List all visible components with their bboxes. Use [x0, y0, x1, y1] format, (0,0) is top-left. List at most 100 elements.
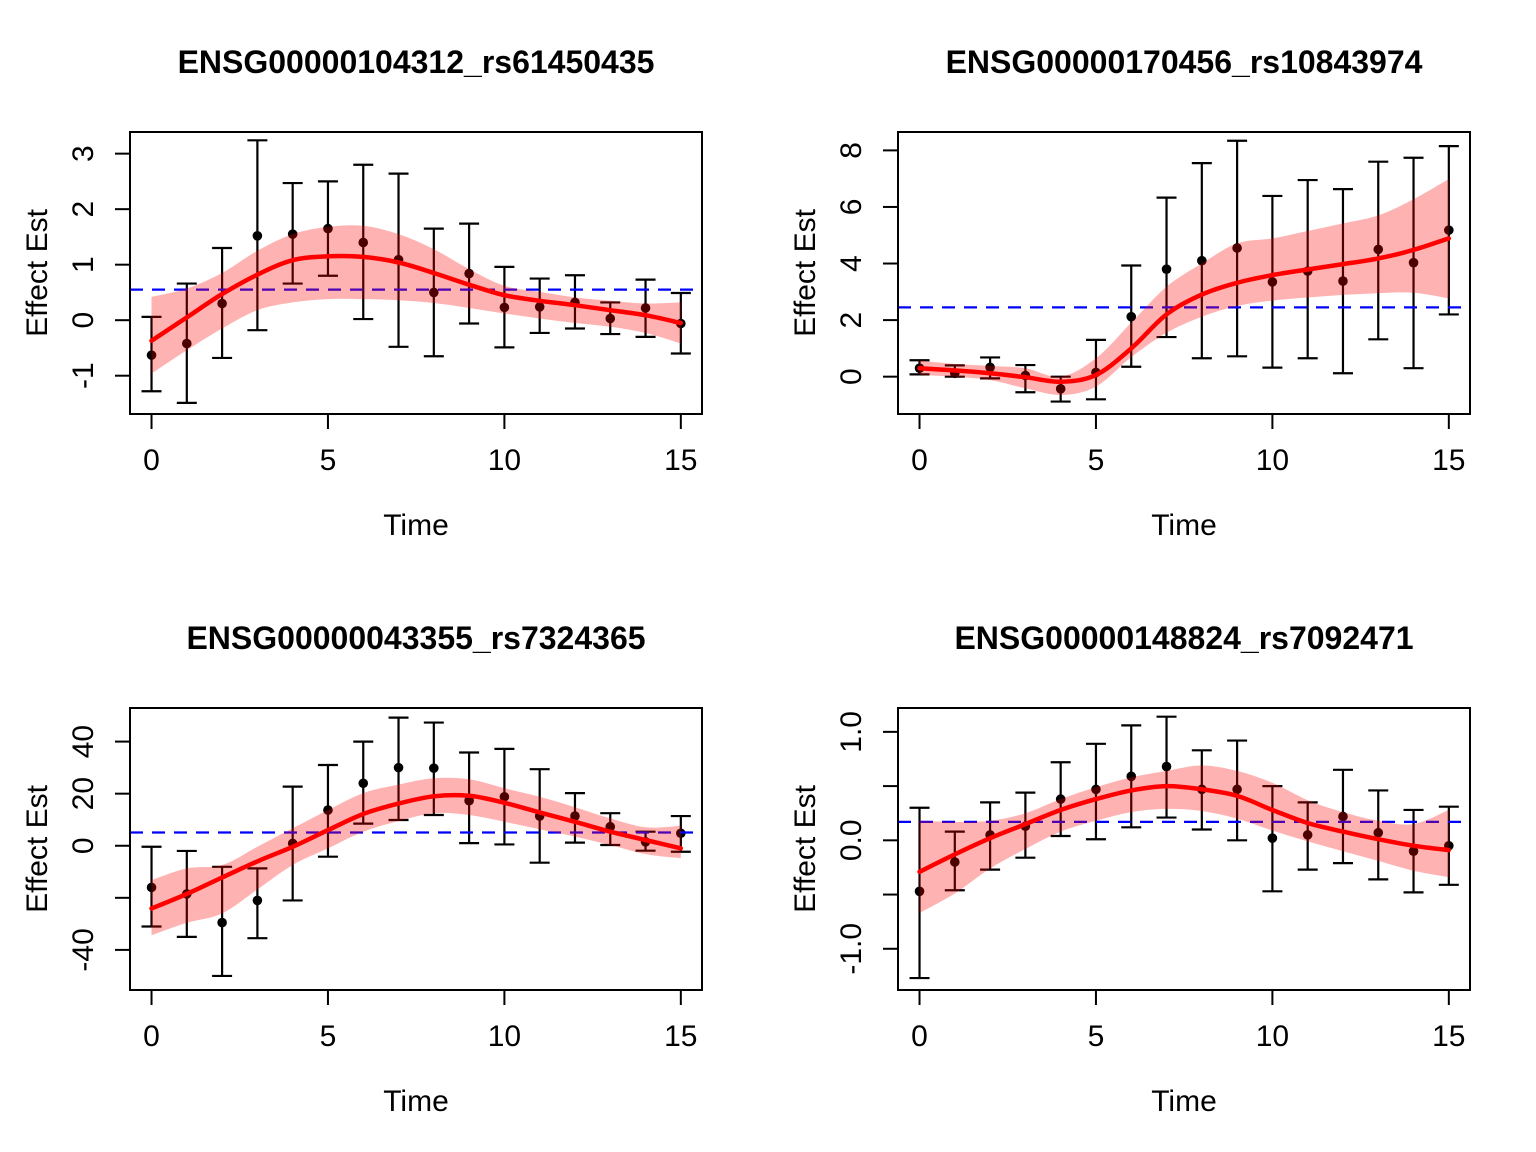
x-tick-label: 0: [143, 444, 160, 477]
y-tick-label: 0.0: [835, 819, 868, 861]
x-tick-label: 15: [664, 1020, 697, 1053]
data-point: [393, 762, 404, 773]
panel-ensg00000148824-rs7092471: 1.0 0.0 -1.0 0 5 10 15 ENSG00000148824_rs70924…: [768, 576, 1536, 1152]
y-tick-label: 0: [67, 837, 100, 854]
data-point: [287, 229, 298, 239]
effect-est-chart: 1.0 0.0 -1.0 0 5 10 15: [835, 707, 1471, 1053]
y-tick-label: 8: [835, 142, 868, 159]
x-tick-label: 5: [1088, 444, 1105, 477]
data-point: [1373, 827, 1384, 838]
data-point: [217, 298, 227, 309]
data-point: [1161, 761, 1172, 772]
panel-title: ENSG00000104312_rs61450435: [177, 44, 655, 80]
y-axis-label: Effect Est: [789, 785, 822, 913]
data-point: [358, 778, 369, 789]
data-point: [252, 895, 263, 906]
data-point: [146, 882, 157, 893]
x-tick-label: 10: [488, 1020, 521, 1053]
y-tick-label: 20: [67, 777, 100, 810]
y-tick-label: -1.0: [835, 923, 868, 975]
data-point: [429, 287, 439, 298]
data-point: [358, 237, 369, 248]
data-point: [1161, 264, 1172, 274]
data-point: [464, 268, 474, 279]
x-tick-label: 10: [1256, 1020, 1289, 1053]
data-point: [1302, 830, 1313, 840]
y-tick-label: 0: [67, 312, 100, 329]
data-point: [499, 302, 510, 313]
data-point: [1197, 255, 1207, 266]
data-point: [1338, 276, 1348, 286]
confidence-band: [151, 777, 681, 936]
data-point: [985, 362, 995, 373]
fit-curve: [917, 236, 1452, 385]
data-point: [1126, 311, 1137, 322]
x-axis-label: Time: [1151, 1085, 1217, 1118]
x-tick-label: 10: [488, 444, 521, 477]
data-point: [914, 886, 925, 897]
fit-curve: [149, 253, 684, 343]
effect-est-chart: 40 20 0 -40 0 5 10 15: [67, 707, 703, 1053]
data-point: [499, 791, 510, 802]
y-tick-label: 1.0: [835, 711, 868, 753]
x-tick-label: 5: [1088, 1020, 1105, 1053]
x-axis-label: Time: [1151, 509, 1217, 542]
data-point: [570, 811, 580, 821]
y-axis-label: Effect Est: [789, 209, 822, 337]
y-tick-label: -1: [67, 362, 100, 389]
data-point: [217, 917, 227, 928]
data-point: [182, 338, 192, 349]
effect-est-chart: 8 6 4 2 0 0 5 10 15: [835, 131, 1471, 477]
plot-box: [897, 131, 1471, 415]
data-point: [1338, 811, 1348, 822]
data-point: [1408, 257, 1419, 268]
data-point: [429, 763, 439, 773]
data-point: [1373, 244, 1384, 255]
panel-ensg00000104312-rs61450435: 3 2 1 0 -1 0 5 10 15 ENSG00000104312_rs61450435 …: [0, 0, 768, 576]
confidence-band: [919, 179, 1449, 396]
data-point: [1267, 833, 1278, 843]
x-tick-label: 5: [320, 444, 337, 477]
x-axis-label: Time: [383, 1085, 449, 1118]
data-point: [1232, 243, 1242, 253]
x-tick-label: 0: [911, 1020, 928, 1053]
y-tick-label: 1: [67, 256, 100, 273]
x-tick-label: 0: [143, 1020, 160, 1053]
panel-title: ENSG00000148824_rs7092471: [954, 620, 1414, 656]
data-point: [146, 350, 157, 360]
data-point: [1055, 794, 1066, 804]
fit-curve: [149, 792, 684, 911]
panel-ensg00000170456-rs10843974: 8 6 4 2 0 0 5 10 15 ENSG00000170456_rs10843974 E…: [768, 0, 1536, 576]
data-point: [323, 223, 333, 234]
panel-ensg00000043355-rs7324365: 40 20 0 -40 0 5 10 15 ENSG00000043355_rs7324365…: [0, 576, 768, 1152]
x-tick-label: 15: [1432, 444, 1465, 477]
y-axis-label: Effect Est: [21, 785, 54, 913]
plot-box: [897, 707, 1471, 991]
data-point: [323, 805, 333, 815]
plot-box: [129, 131, 703, 415]
x-axis-label: Time: [383, 509, 449, 542]
y-tick-label: 3: [67, 145, 100, 162]
data-point: [1444, 225, 1454, 235]
data-point: [1232, 784, 1242, 795]
data-point: [1055, 384, 1066, 394]
data-point: [1267, 277, 1278, 287]
data-point: [252, 231, 263, 241]
x-tick-label: 15: [664, 444, 697, 477]
data-point: [1091, 784, 1101, 795]
x-tick-label: 10: [1256, 444, 1289, 477]
data-point: [1126, 771, 1137, 782]
data-point: [950, 857, 960, 867]
x-tick-label: 5: [320, 1020, 337, 1053]
panel-title: ENSG00000170456_rs10843974: [945, 44, 1423, 80]
x-tick-label: 15: [1432, 1020, 1465, 1053]
y-tick-label: -40: [67, 928, 100, 971]
fit-curve: [917, 783, 1452, 875]
data-point: [605, 313, 616, 324]
data-point: [534, 302, 545, 312]
y-tick-label: 2: [835, 312, 868, 329]
y-tick-label: 6: [835, 199, 868, 216]
y-tick-label: 4: [835, 255, 868, 272]
